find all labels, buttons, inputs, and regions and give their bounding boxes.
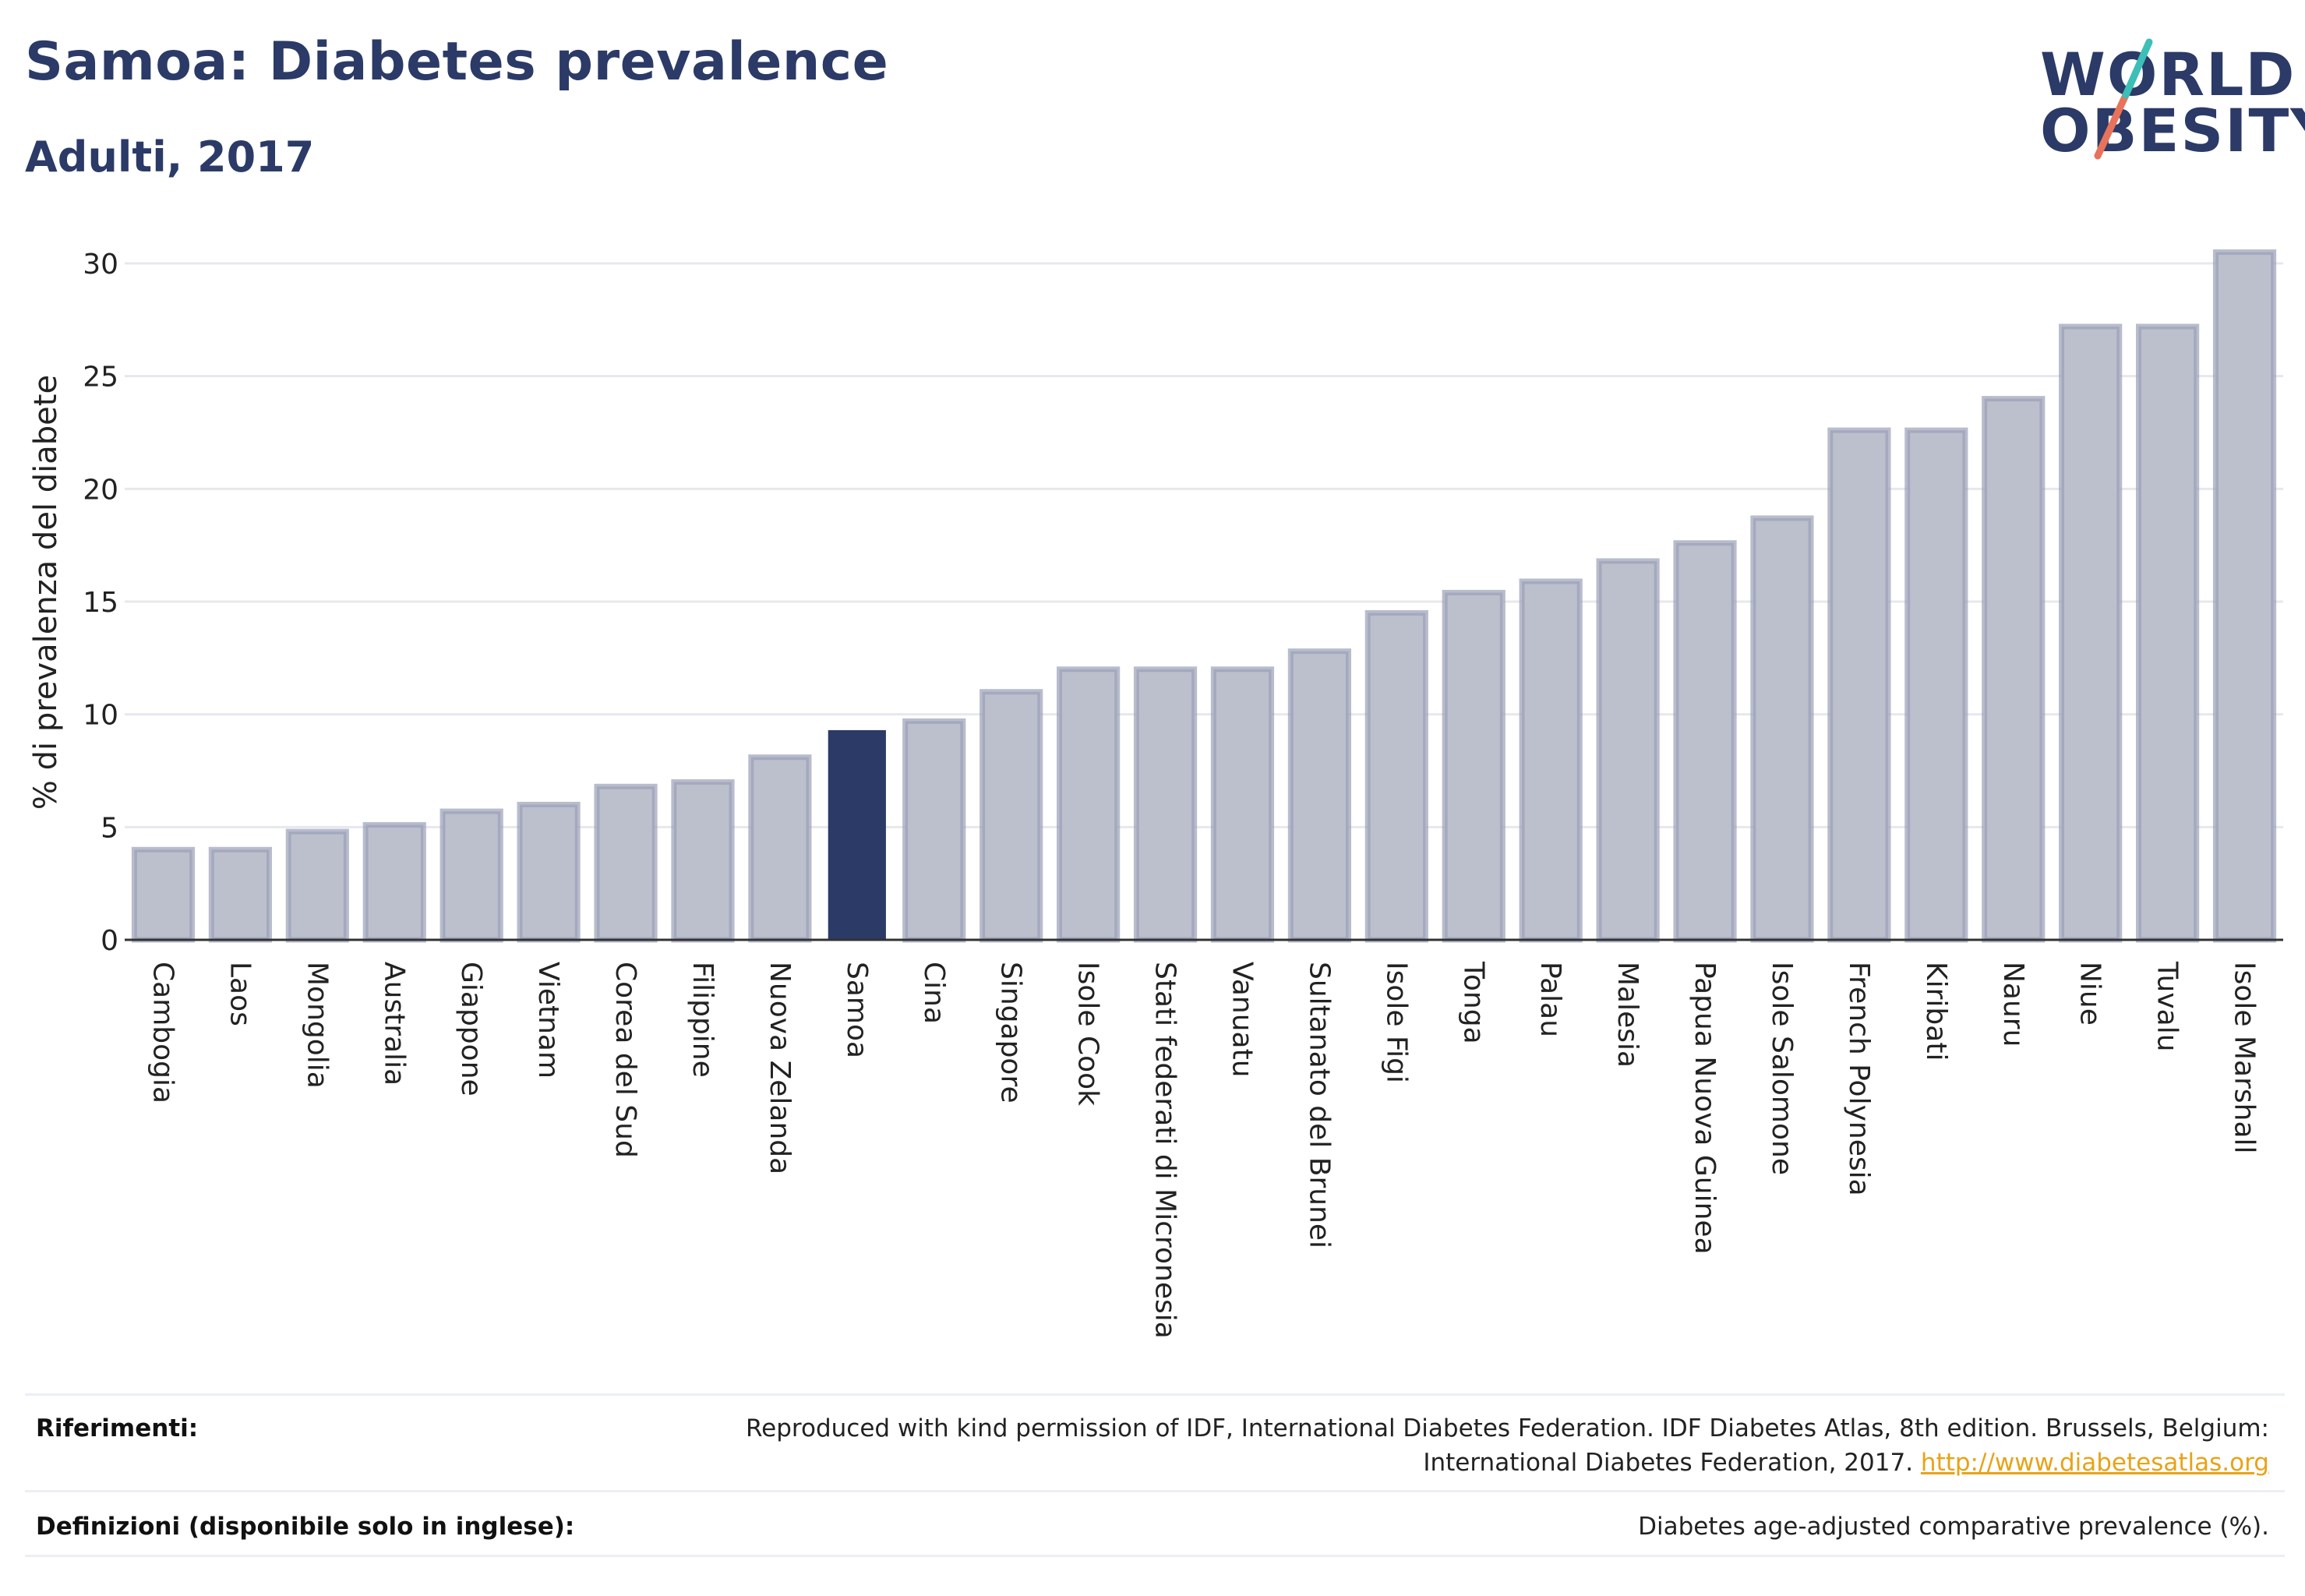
- bar-stati-federati-di-micronesia[interactable]: [1133, 666, 1198, 943]
- x-tick-label: Cambogia: [146, 962, 178, 1103]
- x-tick-label: Mongolia: [301, 962, 333, 1089]
- bar-malesia[interactable]: [1596, 558, 1660, 943]
- references-line1: Reproduced with kind permission of IDF, …: [746, 1414, 2269, 1442]
- logo-slash-icon: [2094, 38, 2153, 160]
- axes: 0 5 10 15 20 25 30 Cambogia Laos Mongolia Australi…: [83, 249, 2283, 1339]
- bar-papua-nuova-guinea[interactable]: [1673, 540, 1737, 943]
- bar-isole-cook[interactable]: [1057, 666, 1121, 943]
- x-tick-label: Sultanato del Brunei: [1303, 962, 1335, 1248]
- logo-line1: WORLD: [2040, 40, 2296, 109]
- bar-cina[interactable]: [902, 718, 966, 943]
- bar-isole-figi[interactable]: [1364, 609, 1428, 943]
- bar-laos[interactable]: [208, 846, 272, 943]
- references-line2: International Diabetes Federation, 2017.…: [746, 1446, 2269, 1480]
- x-tick-label: Isole Figi: [1380, 962, 1412, 1083]
- references-line2-text: International Diabetes Federation, 2017.: [1423, 1449, 1914, 1477]
- x-tick-label: Australia: [378, 962, 410, 1086]
- bar-tuvalu[interactable]: [2136, 323, 2200, 943]
- x-tick-label: Vanuatu: [1226, 962, 1258, 1078]
- x-tick-label: Isole Salomone: [1766, 962, 1798, 1175]
- x-tick-label: Tonga: [1457, 961, 1489, 1044]
- x-tick-label: Singapore: [995, 962, 1027, 1103]
- bar-vanuatu[interactable]: [1210, 666, 1275, 943]
- x-tick-label: Isole Marshall: [2229, 962, 2261, 1154]
- y-tick-label: 15: [83, 587, 118, 619]
- x-tick-label: Laos: [224, 962, 256, 1026]
- x-tick-label: Nauru: [1997, 962, 2029, 1047]
- bars: [131, 249, 2277, 943]
- bar-singapore[interactable]: [980, 689, 1043, 943]
- bar-vietnam[interactable]: [517, 801, 581, 943]
- chart-title: Samoa: Diabetes prevalence: [25, 31, 889, 93]
- references-label: Riferimenti:: [36, 1414, 199, 1442]
- x-tick-label: Cina: [918, 962, 950, 1024]
- y-tick-label: 30: [83, 249, 118, 281]
- x-tick-label: Papua Nuova Guinea: [1689, 962, 1721, 1255]
- bar-chart: 0 5 10 15 20 25 30 Cambogia Laos Mongolia Australi…: [28, 249, 2283, 1339]
- bar-isole-salomone[interactable]: [1750, 515, 1814, 943]
- x-tick-label: French Polynesia: [1843, 962, 1875, 1196]
- bar-giappone[interactable]: [439, 808, 503, 943]
- bar-mongolia[interactable]: [285, 828, 349, 943]
- x-tick-label: Tuvalu: [2151, 961, 2183, 1052]
- footer-divider-3: [25, 1555, 2285, 1557]
- x-tick-label: Niue: [2074, 962, 2106, 1026]
- bar-cambogia[interactable]: [131, 846, 196, 943]
- x-tick-label: Giappone: [455, 962, 487, 1096]
- world-obesity-logo[interactable]: WORLD OBESITY: [2026, 23, 2305, 164]
- y-tick-label: 0: [101, 925, 118, 957]
- x-tick-label: Filippine: [687, 962, 718, 1078]
- references-text: Reproduced with kind permission of IDF, …: [746, 1411, 2269, 1480]
- x-tick-label: Corea del Sud: [609, 962, 641, 1158]
- bar-kiribati[interactable]: [1904, 427, 1968, 943]
- bar-samoa[interactable]: [828, 729, 886, 940]
- y-axis-label: % di prevalenza del diabete: [28, 375, 64, 810]
- footer-divider: [25, 1393, 2285, 1396]
- footer-divider-2: [25, 1490, 2285, 1492]
- x-tick-label: Palau: [1534, 962, 1566, 1037]
- definitions-label: Definizioni (disponibile solo in inglese…: [36, 1513, 575, 1541]
- x-tick-label: Vietnam: [532, 962, 564, 1079]
- y-tick-label: 10: [83, 700, 118, 732]
- bar-palau[interactable]: [1519, 578, 1583, 943]
- bar-corea-del-sud[interactable]: [594, 783, 658, 943]
- diabetesatlas-link[interactable]: http://www.diabetesatlas.org: [1920, 1449, 2269, 1477]
- bar-filippine[interactable]: [671, 779, 735, 943]
- bar-nuova-zelanda[interactable]: [748, 754, 812, 943]
- x-tick-label: Malesia: [1611, 962, 1643, 1068]
- y-tick-label: 5: [101, 812, 118, 844]
- x-tick-label: Stati federati di Micronesia: [1149, 962, 1181, 1339]
- x-tick-label: Samoa: [841, 962, 873, 1058]
- y-tick-label: 20: [83, 474, 118, 506]
- bar-french-polynesia[interactable]: [1827, 427, 1891, 943]
- bar-nauru[interactable]: [1982, 396, 2046, 943]
- y-tick-label: 25: [83, 362, 118, 394]
- definitions-text: Diabetes age-adjusted comparative preval…: [1638, 1513, 2269, 1541]
- bar-niue[interactable]: [2059, 323, 2123, 943]
- bar-sultanato-del-brunei[interactable]: [1287, 648, 1351, 943]
- x-tick-label: Kiribati: [1920, 962, 1952, 1061]
- x-tick-label: Nuova Zelanda: [764, 962, 796, 1174]
- bar-isole-marshall[interactable]: [2212, 249, 2277, 943]
- chart-subtitle: Adulti, 2017: [25, 132, 315, 182]
- bar-australia[interactable]: [362, 821, 426, 943]
- logo-line2: OBESITY: [2040, 96, 2305, 165]
- bar-tonga[interactable]: [1442, 589, 1505, 943]
- x-tick-label: Isole Cook: [1072, 962, 1104, 1106]
